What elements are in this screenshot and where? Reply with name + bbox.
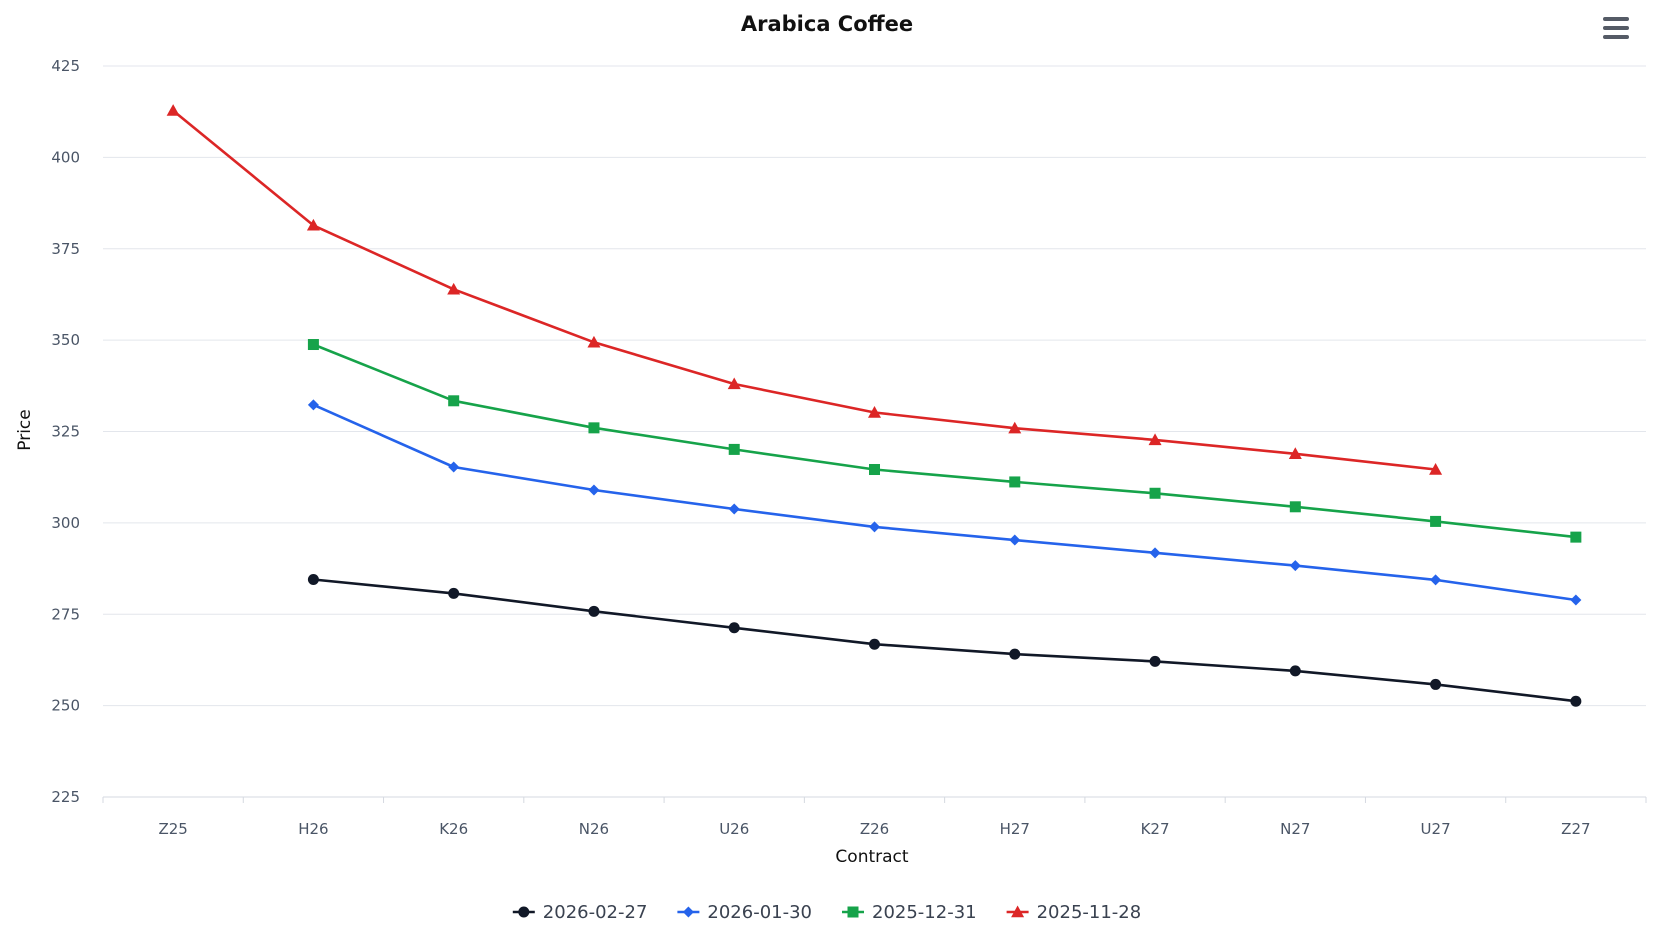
data-point[interactable] [1430,678,1442,690]
data-point[interactable] [1288,447,1302,459]
y-tick-label: 425 [51,57,80,75]
data-point[interactable] [728,503,740,515]
data-point[interactable] [869,638,880,650]
data-point[interactable] [307,574,319,586]
data-point[interactable] [448,587,460,599]
legend-label: 2025-12-31 [872,902,977,923]
data-point[interactable] [448,461,460,473]
legend: 2026-02-27 2026-01-30 2025-12-31 2025-11-28 [512,902,1142,923]
x-tick-label: Z25 [158,820,187,838]
series-line [312,343,1578,539]
legend-marker-icon [847,906,859,918]
data-point[interactable] [1149,487,1161,499]
x-axis-title: Contract [835,847,908,867]
data-point[interactable] [1289,501,1301,513]
data-point[interactable] [1009,476,1021,488]
grid-layer [103,65,1646,798]
x-tick-label: Z26 [860,820,889,838]
series-2026-01-30 [307,399,1582,606]
x-tick-label: K27 [1141,820,1170,838]
y-tick-label: 325 [51,423,80,441]
data-point[interactable] [1289,665,1301,677]
data-point[interactable] [1149,547,1161,559]
data-point[interactable] [1430,574,1442,586]
data-point[interactable] [868,405,881,418]
series-layer [166,104,1582,707]
data-point[interactable] [588,484,600,496]
data-point[interactable] [1009,534,1021,546]
data-point[interactable] [448,395,460,407]
x-tick-label: U26 [719,820,749,838]
y-axis-title: Price [15,409,35,450]
x-tick-label: H27 [1000,820,1030,838]
data-point[interactable] [1429,463,1443,475]
series-2025-12-31 [307,339,1582,543]
y-tick-label: 375 [51,240,80,258]
y-tick-label: 275 [51,605,80,623]
legend-item[interactable]: 2026-02-27 [512,902,648,923]
data-point[interactable] [307,399,319,411]
hamburger-menu-icon-bar [1603,26,1629,30]
series-line [312,403,1578,602]
data-point[interactable] [1148,433,1162,446]
axis-layer: 225 250 275 300 325 350 375 400 425 Z25 H26 K26 N26 U… [51,57,1647,838]
x-tick-label: H26 [298,820,328,838]
data-point[interactable] [447,282,461,295]
data-point[interactable] [307,339,319,351]
data-point[interactable] [1570,531,1582,543]
data-point[interactable] [1008,421,1022,434]
data-point[interactable] [587,335,601,348]
hamburger-menu-icon-bar [1603,35,1629,39]
legend-marker-icon [518,906,530,918]
x-tick-label: U27 [1421,820,1451,838]
series-2026-02-27 [307,574,1582,707]
legend-label: 2026-01-30 [707,902,812,923]
legend-item[interactable]: 2025-12-31 [842,902,977,923]
data-point[interactable] [728,443,740,455]
y-tick-label: 225 [51,788,80,806]
legend-item[interactable]: 2026-01-30 [677,902,812,923]
data-point[interactable] [1289,560,1301,572]
data-point[interactable] [588,605,600,617]
data-point[interactable] [1570,594,1582,606]
legend-label: 2026-02-27 [543,902,648,923]
series-line [171,109,1437,471]
hamburger-menu-icon [1603,17,1629,21]
legend-marker-icon [1011,905,1025,918]
legend-label: 2025-11-28 [1037,902,1142,923]
y-tick-label: 250 [51,697,80,715]
y-tick-label: 400 [51,148,80,166]
data-point[interactable] [306,218,320,231]
chart-menu-button[interactable] [1600,14,1632,42]
data-point[interactable] [166,104,180,116]
data-point[interactable] [869,521,880,533]
x-tick-label: N26 [579,820,609,838]
data-point[interactable] [1570,695,1582,707]
y-tick-label: 300 [51,514,80,532]
x-tick-label: K26 [439,820,468,838]
data-point[interactable] [588,422,600,434]
y-tick-label: 350 [51,331,80,349]
data-point[interactable] [1430,515,1442,527]
x-tick-label: Z27 [1561,820,1590,838]
data-point[interactable] [1009,648,1021,660]
x-tick-label: N27 [1280,820,1310,838]
data-point[interactable] [869,464,880,476]
chart-title: Arabica Coffee [741,12,913,36]
data-point[interactable] [727,377,741,390]
data-point[interactable] [1149,655,1161,667]
series-2025-11-28 [166,104,1443,475]
series-line [312,578,1578,703]
legend-item[interactable]: 2025-11-28 [1006,902,1142,923]
data-point[interactable] [728,622,740,634]
legend-marker-icon [682,906,694,918]
